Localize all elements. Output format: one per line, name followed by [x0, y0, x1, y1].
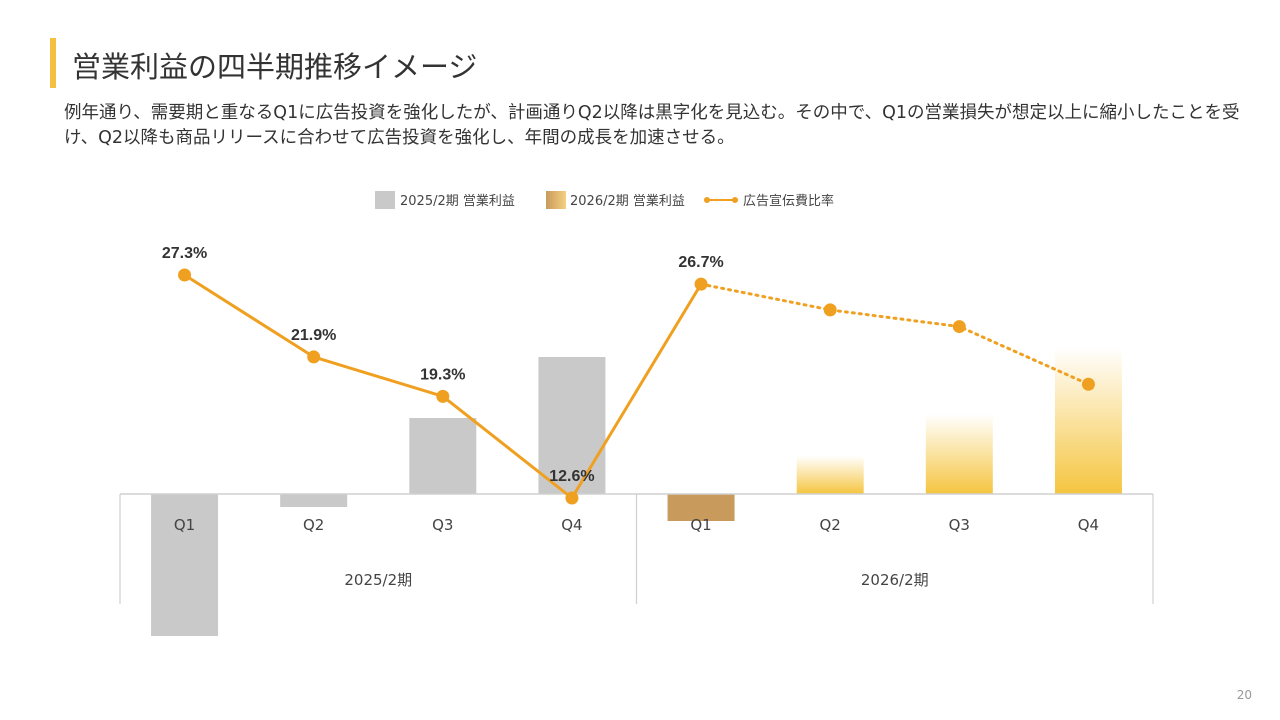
- bar-2026-q3: [925, 414, 993, 494]
- chart-legend: 2025/2期 営業利益 2026/2期 営業利益 広告宣伝費比率: [375, 191, 834, 209]
- bar-2025-q2: [280, 494, 348, 507]
- data-labels: 27.3% 21.9% 19.3% 12.6% 26.7%: [162, 245, 724, 485]
- bar-2026-q2: [796, 456, 864, 494]
- x-tick-label: Q3: [949, 516, 970, 534]
- group-label: 2026/2期: [861, 571, 929, 589]
- ratio-point: [307, 350, 321, 364]
- legend-label-2025: 2025/2期 営業利益: [400, 193, 515, 209]
- ratio-data-label: 21.9%: [291, 327, 336, 344]
- ratio-point: [565, 491, 579, 505]
- legend-label-ratio: 広告宣伝費比率: [743, 193, 834, 209]
- page-title: 営業利益の四半期推移イメージ: [72, 50, 478, 84]
- x-tick-label: Q2: [303, 516, 324, 534]
- legend-swatch-2025: [375, 191, 395, 209]
- ratio-point: [694, 277, 708, 291]
- bar-series: [151, 347, 1122, 636]
- x-tick-label: Q1: [174, 516, 195, 534]
- ratio-point: [952, 320, 966, 334]
- line-series: [178, 268, 1095, 505]
- ratio-data-label: 27.3%: [162, 245, 207, 262]
- legend-swatch-2026: [546, 191, 566, 209]
- ratio-data-label: 12.6%: [549, 468, 594, 485]
- x-tick-label: Q1: [690, 516, 711, 534]
- legend-marker-ratio: [704, 197, 710, 203]
- ratio-point: [436, 389, 450, 403]
- chart-axes: Q1 Q2 Q3 Q4 Q1 Q2 Q3 Q4 2025/2期 2026/2期: [119, 493, 1154, 604]
- x-tick-label: Q4: [561, 516, 582, 534]
- bar-2026-q4: [1054, 347, 1122, 494]
- ratio-line-forecast: [699, 282, 1090, 386]
- bar-2025-q3: [409, 418, 477, 494]
- bar-2026-q1: [667, 494, 735, 521]
- bar-2025-q4: [538, 357, 606, 494]
- legend-label-2026: 2026/2期 営業利益: [570, 193, 685, 209]
- ratio-point: [178, 268, 192, 282]
- page-number: 20: [1236, 688, 1252, 702]
- ratio-point: [1081, 377, 1095, 391]
- ratio-point: [823, 303, 837, 317]
- ratio-data-label: 26.7%: [678, 254, 723, 271]
- legend-marker-ratio: [732, 197, 738, 203]
- title-accent-bar: [50, 38, 56, 88]
- ratio-data-label: 19.3%: [420, 366, 465, 383]
- x-tick-label: Q2: [820, 516, 841, 534]
- bar-2025-q1: [151, 494, 219, 636]
- group-label: 2025/2期: [344, 571, 412, 589]
- x-tick-label: Q3: [432, 516, 453, 534]
- x-tick-label: Q4: [1078, 516, 1099, 534]
- page-subtitle: 例年通り、需要期と重なるQ1に広告投資を強化したが、計画通りQ2以降は黒字化を見…: [64, 103, 1240, 148]
